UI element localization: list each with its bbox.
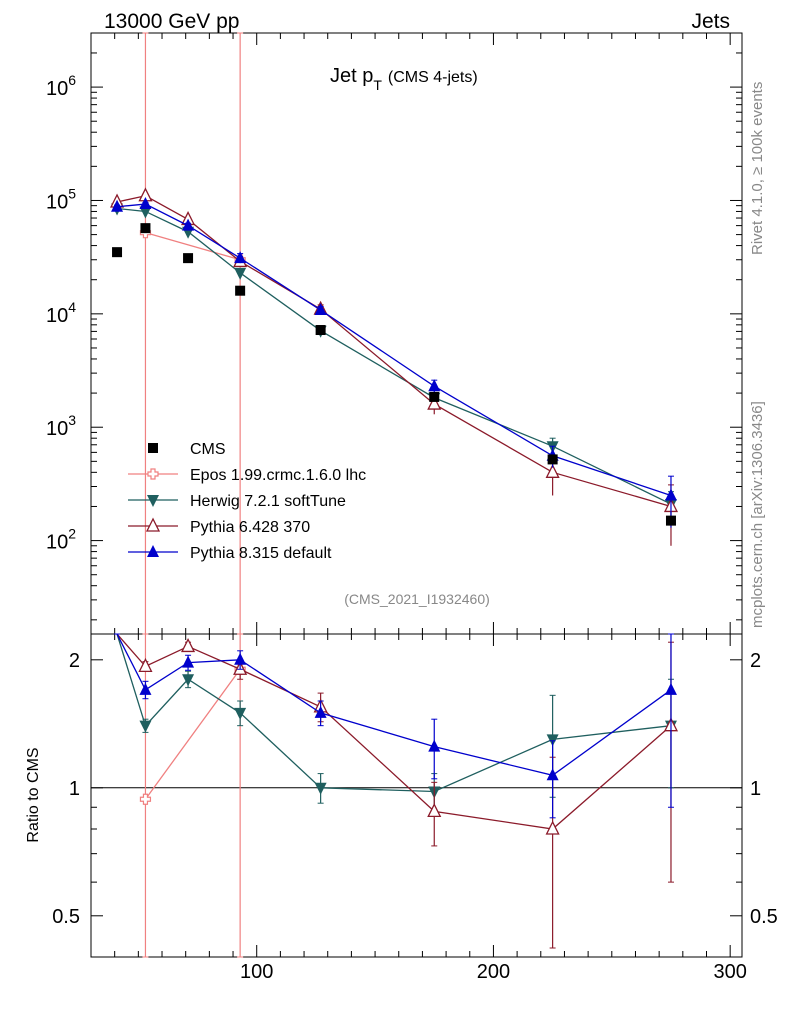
energy-label: 13000 GeV pp <box>104 10 239 33</box>
cms-data-point <box>112 247 123 258</box>
cms-data-point <box>140 223 151 234</box>
series-3-ratio-point <box>314 705 327 718</box>
legend-label: Pythia 8.315 default <box>190 545 332 562</box>
series-3-ratio-point <box>234 652 247 665</box>
legend-marker <box>147 468 159 480</box>
analysis-label: (CMS_2021_I1932460) <box>344 591 490 607</box>
series-0-ratio-line <box>144 668 241 800</box>
series-3-ratio-line <box>116 633 672 777</box>
series-2-ratio-point <box>138 657 153 673</box>
legend-label: Epos 1.99.crmc.1.6.0 lhc <box>190 467 366 484</box>
legend-label: Herwig 7.2.1 softTune <box>190 493 346 510</box>
cms-data-point <box>665 515 676 526</box>
legend-marker <box>147 545 159 557</box>
series-1-ratio-point <box>314 782 327 795</box>
legend-marker <box>145 517 161 532</box>
series-3-ratio-point <box>546 768 559 781</box>
x-tick-label: 100 <box>240 961 273 983</box>
ratio-y-tick-label-right: 0.5 <box>750 906 778 928</box>
series-3-point <box>111 199 124 212</box>
series-0-ratio-point <box>139 793 152 805</box>
series-2-ratio-point <box>427 802 442 818</box>
ratio-y-tick-label-right: 1 <box>750 778 761 800</box>
series-3-point <box>139 197 152 210</box>
main-series-layer <box>109 32 679 634</box>
ratio-y-tick-label-left: 0.5 <box>52 906 80 928</box>
ratio-ylabel: Ratio to CMS <box>25 747 42 842</box>
rivet-label: Rivet 4.1.0, ≥ 100k events <box>749 82 766 255</box>
series-3-point <box>234 251 247 264</box>
y-tick-label: 103 <box>46 412 76 440</box>
ratio-panel-frame <box>90 633 743 958</box>
series-3-point <box>314 303 327 316</box>
series-0-line <box>145 232 241 261</box>
series-1-ratio-point <box>139 720 152 733</box>
legend: CMS Epos 1.99.crmc.1.6.0 lhc Herwig 7.2.1 … <box>128 441 366 562</box>
series-3-ratio-point <box>428 739 441 752</box>
series-2-point <box>545 463 560 478</box>
series-3-point <box>182 218 195 231</box>
series-3-line <box>116 203 672 497</box>
series-2-ratio-line <box>116 633 672 830</box>
y-tick-label: 104 <box>46 299 76 327</box>
cms-data-point <box>547 454 558 465</box>
y-tick-label: 105 <box>46 185 76 213</box>
cms-data-point <box>429 391 440 402</box>
legend-marker <box>147 495 159 507</box>
series-1-point <box>139 206 152 219</box>
cms-data-point <box>315 325 326 336</box>
chart-title-main: Jet p <box>330 65 373 87</box>
series-2-ratio-point <box>545 820 560 835</box>
ratio-series-layer <box>114 633 679 958</box>
chart-title-subscript: T <box>373 77 382 93</box>
main-panel-frame <box>90 32 743 635</box>
cms-data-point <box>183 253 194 264</box>
y-tick-label: 106 <box>46 72 76 100</box>
series-1-point <box>234 267 247 280</box>
series-2-point <box>427 395 442 410</box>
chart-title: Jet pT (CMS 4-jets) <box>330 65 478 93</box>
series-2-line <box>116 195 672 508</box>
ratio-y-tick-label-right: 2 <box>750 650 761 672</box>
chart-title-extra: (CMS 4-jets) <box>388 69 478 86</box>
series-1-ratio-point <box>234 707 247 720</box>
mcplots-label: mcplots.cern.ch [arXiv:1306.3436] <box>749 401 766 628</box>
series-2-ratio-point <box>181 637 196 653</box>
y-tick-label: 102 <box>46 526 76 554</box>
main-axes: 102 103 104 105 106 <box>46 32 742 634</box>
x-tick-label: 200 <box>477 961 510 983</box>
series-1-ratio-line <box>116 633 672 793</box>
legend-label: CMS <box>190 441 226 458</box>
series-1-line <box>116 207 672 505</box>
series-3-point <box>428 379 441 392</box>
legend-label: Pythia 6.428 370 <box>190 519 310 536</box>
series-3-ratio-point <box>139 682 152 695</box>
ratio-axes: 100 200 300 0.5 0.5 1 1 2 2 <box>52 634 778 983</box>
ratio-y-tick-label-left: 1 <box>69 778 80 800</box>
series-1-ratio-point <box>182 674 195 687</box>
series-3-point <box>664 488 677 501</box>
category-label: Jets <box>691 10 730 33</box>
legend-marker <box>148 443 158 453</box>
series-3-ratio-point <box>664 682 677 695</box>
ratio-y-tick-label-left: 2 <box>69 650 80 672</box>
cms-data-point <box>235 285 246 296</box>
series-3-ratio-point <box>182 655 195 668</box>
x-tick-label: 300 <box>713 961 746 983</box>
